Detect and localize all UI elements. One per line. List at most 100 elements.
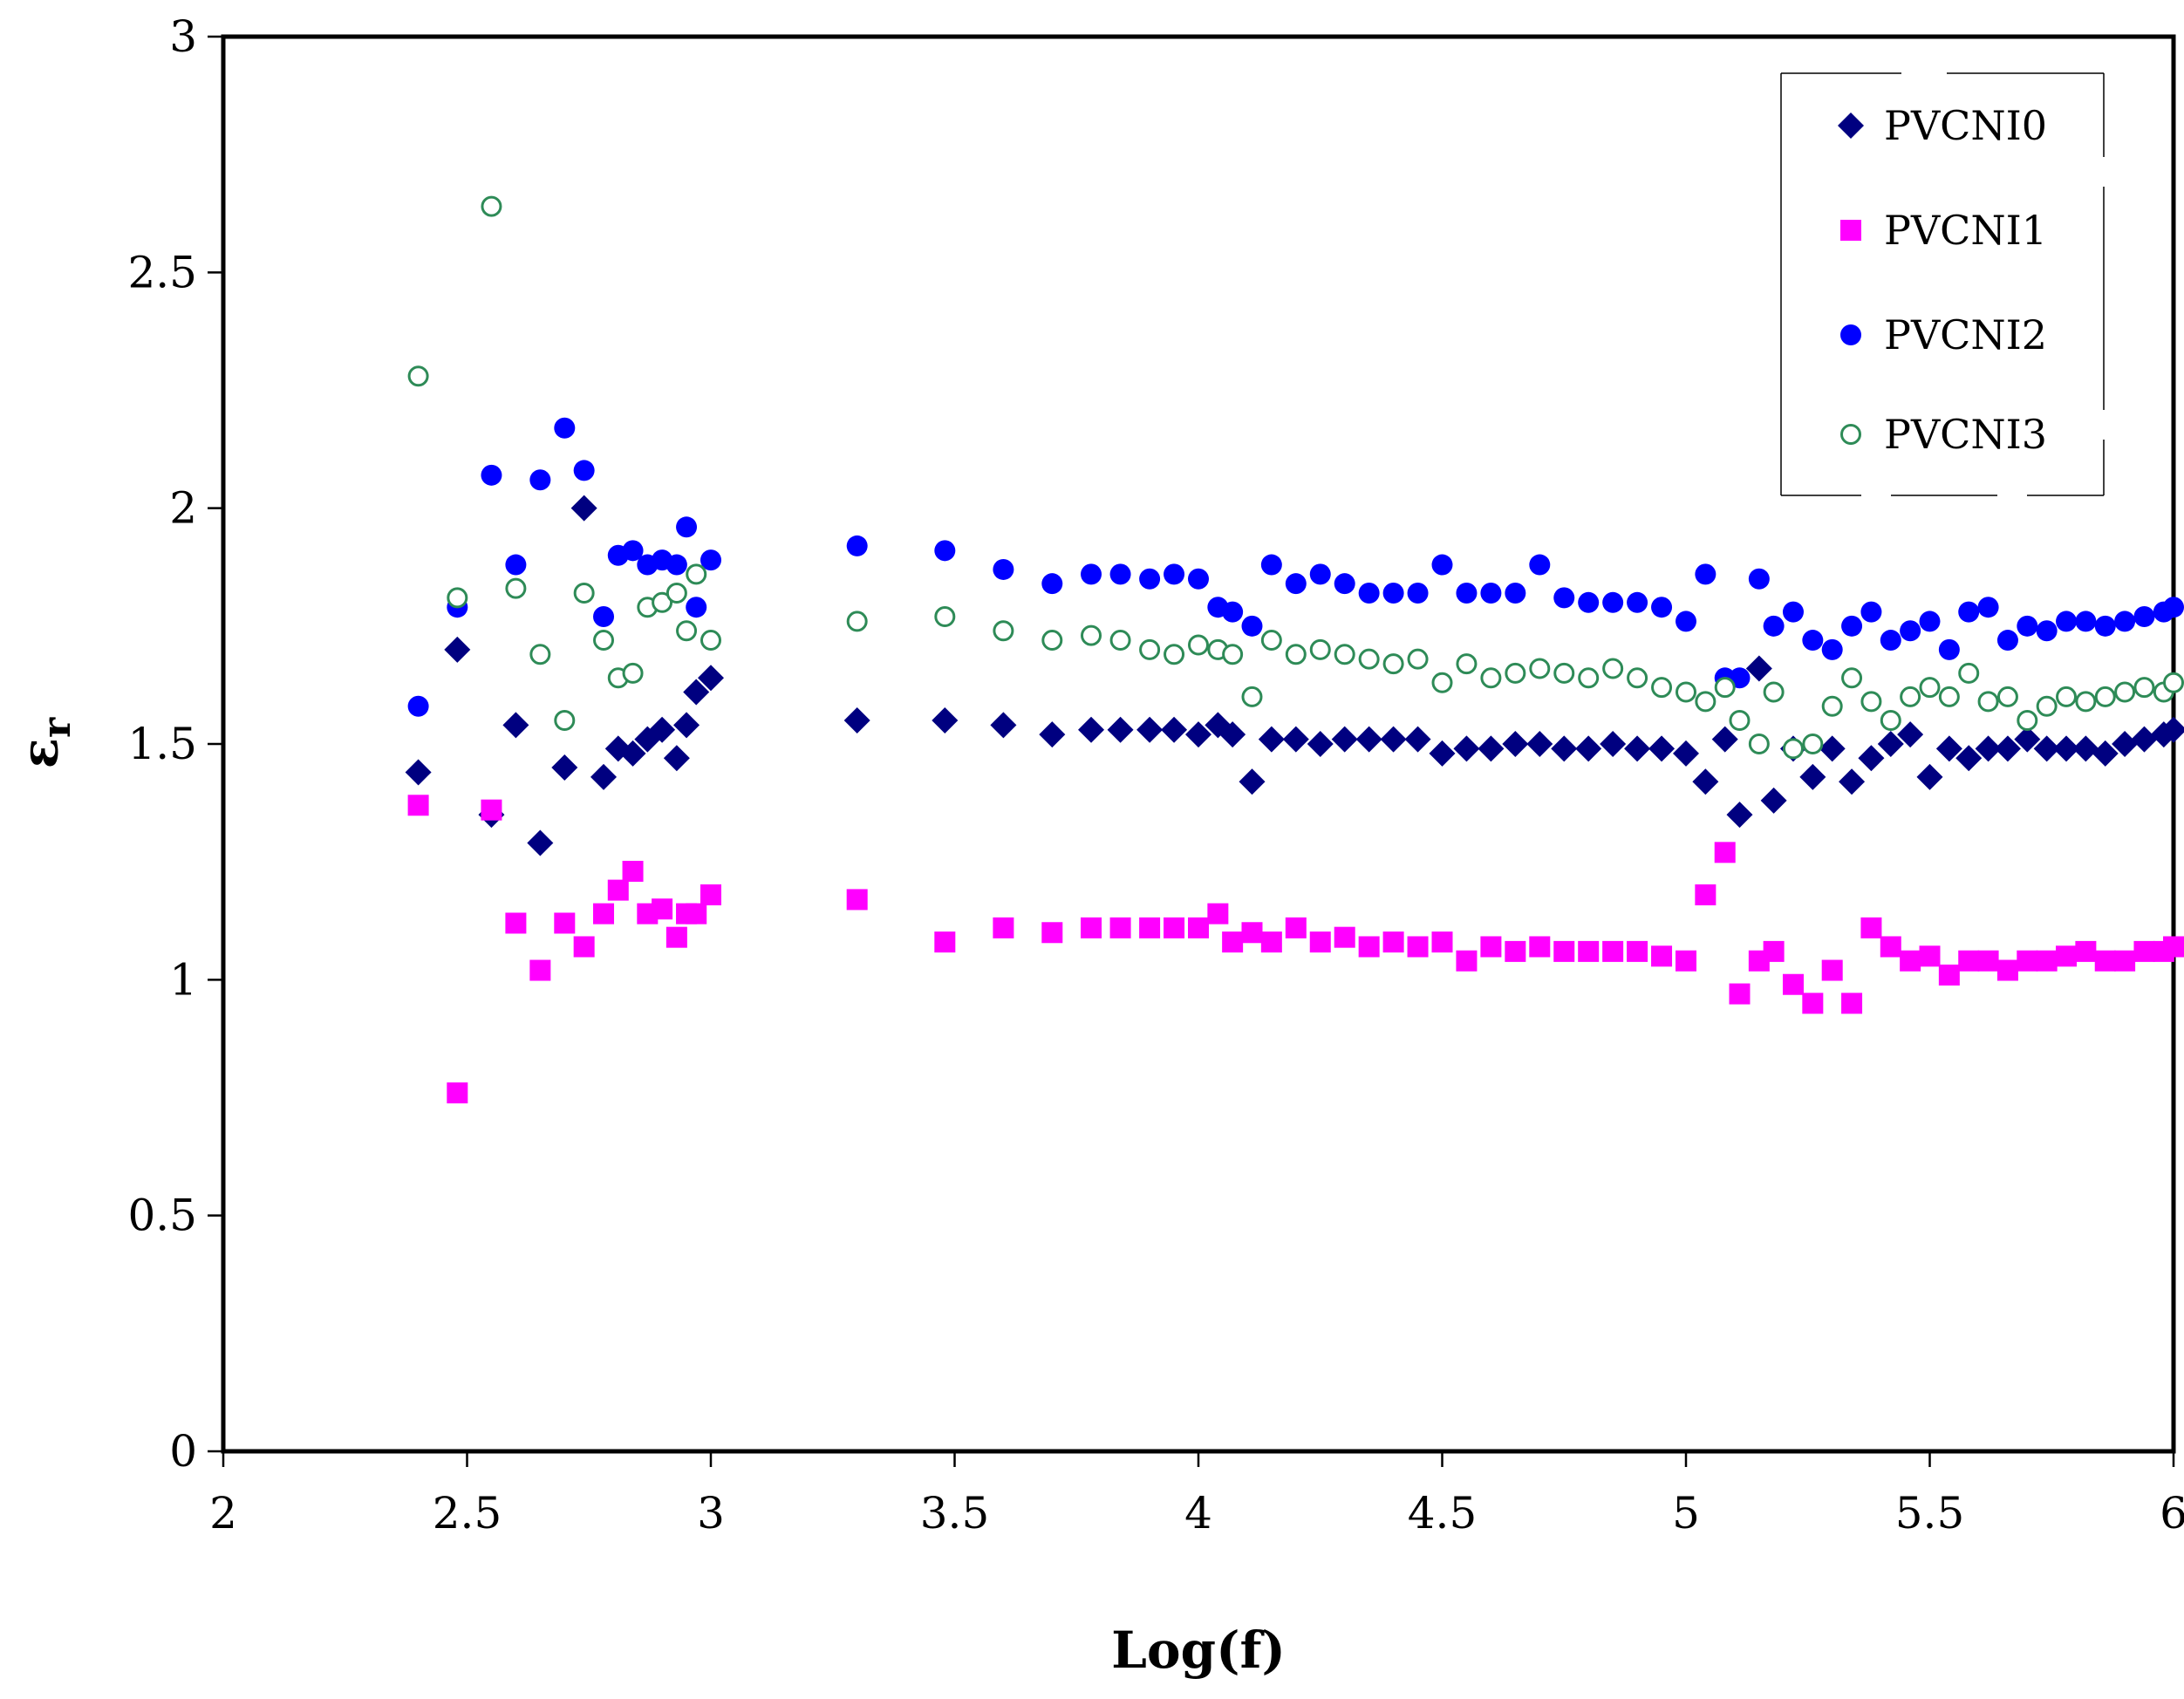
data-point-pvcni3 [1763, 681, 1785, 703]
data-point-pvcni0 [1078, 716, 1105, 743]
legend: PVCNI0 PVCNI1 PVCNI2 PVCNI3 [1780, 72, 2105, 496]
data-point-pvcni3 [573, 582, 595, 604]
data-point-pvcni1 [1782, 973, 1804, 995]
data-marks [405, 195, 2184, 1104]
data-point-pvcni3 [1553, 662, 1575, 684]
data-point-pvcni2 [846, 535, 868, 556]
data-point-pvcni3 [676, 620, 698, 642]
series-pvcni0 [405, 495, 2184, 856]
data-point-pvcni3 [1431, 672, 1453, 693]
data-point-pvcni1 [622, 860, 644, 882]
data-point-pvcni2 [1695, 563, 1716, 585]
data-point-pvcni2 [1627, 591, 1648, 613]
data-point-pvcni2 [1748, 568, 1770, 590]
data-point-pvcni3 [2056, 686, 2078, 707]
data-point-pvcni1 [607, 879, 629, 901]
data-point-pvcni2 [1309, 563, 1331, 585]
x-tick-label: 5.5 [1895, 1488, 1965, 1539]
data-point-pvcni0 [698, 665, 724, 692]
data-point-pvcni0 [1858, 745, 1885, 772]
data-point-pvcni2 [1285, 573, 1307, 595]
data-point-pvcni3 [1748, 734, 1770, 754]
data-point-pvcni0 [1648, 735, 1676, 762]
data-point-pvcni1 [1456, 950, 1478, 972]
data-point-pvcni2 [1109, 563, 1131, 585]
data-point-pvcni3 [1627, 667, 1648, 689]
data-point-pvcni3 [1841, 667, 1863, 689]
data-point-pvcni1 [573, 936, 595, 958]
data-point-pvcni1 [1821, 959, 1843, 981]
data-point-pvcni2 [2017, 615, 2038, 637]
data-point-pvcni2 [700, 549, 721, 571]
data-point-pvcni3 [505, 577, 527, 599]
data-point-pvcni3 [1782, 738, 1804, 760]
data-point-pvcni2 [1880, 630, 1901, 652]
data-point-pvcni3 [1578, 667, 1600, 689]
x-tick-label: 2.5 [433, 1488, 502, 1539]
data-point-pvcni0 [1575, 735, 1602, 762]
data-point-pvcni3 [1860, 691, 1882, 713]
data-point-pvcni1 [1729, 983, 1751, 1005]
data-point-pvcni2 [2036, 620, 2058, 642]
data-point-pvcni2 [1081, 563, 1102, 585]
data-point-pvcni2 [554, 417, 576, 439]
data-point-pvcni1 [1207, 903, 1229, 925]
data-point-pvcni1 [1382, 931, 1404, 953]
data-point-pvcni1 [554, 912, 576, 934]
data-point-pvcni1 [1241, 922, 1263, 944]
data-point-pvcni1 [447, 1082, 468, 1104]
data-point-pvcni3 [1802, 734, 1824, 754]
data-point-pvcni2 [2114, 611, 2136, 632]
data-point-pvcni0 [2131, 726, 2158, 753]
data-point-pvcni1 [1407, 936, 1429, 958]
data-point-pvcni2 [1553, 587, 1575, 609]
data-point-pvcni2 [573, 460, 595, 481]
data-point-pvcni2 [1802, 630, 1824, 652]
data-point-pvcni0 [1877, 731, 1904, 757]
data-point-pvcni2 [1841, 615, 1863, 637]
data-point-pvcni2 [1456, 582, 1478, 604]
data-point-pvcni0 [1136, 716, 1164, 743]
data-point-pvcni2 [2094, 615, 2116, 637]
data-point-pvcni0 [1453, 735, 1480, 762]
data-point-pvcni0 [843, 706, 870, 734]
data-point-pvcni1 [1763, 940, 1785, 962]
data-point-pvcni0 [1039, 721, 1066, 748]
data-point-pvcni1 [2114, 950, 2136, 972]
data-point-pvcni3 [1602, 658, 1624, 679]
data-point-pvcni2 [622, 540, 644, 562]
data-point-pvcni0 [2092, 740, 2119, 767]
data-point-pvcni2 [1041, 573, 1063, 595]
data-point-pvcni0 [1219, 721, 1246, 748]
data-point-pvcni3 [1919, 677, 1941, 699]
data-point-pvcni1 [1529, 936, 1551, 958]
data-point-pvcni0 [2160, 716, 2184, 743]
y-tick-label: 2.5 [127, 247, 197, 297]
y-tick-label: 1 [169, 954, 197, 1005]
data-point-pvcni1 [686, 903, 707, 925]
data-point-pvcni3 [1109, 630, 1131, 652]
series-pvcni3 [407, 195, 2184, 760]
legend-label-pvcni0: PVCNI0 [1884, 102, 2047, 149]
data-point-pvcni0 [1526, 731, 1553, 757]
data-point-pvcni2 [676, 516, 698, 538]
data-point-pvcni3 [1188, 634, 1209, 656]
legend-box [1781, 73, 2104, 495]
data-point-pvcni1 [993, 917, 1014, 938]
data-point-pvcni3 [1456, 653, 1478, 675]
data-point-pvcni2 [529, 469, 551, 491]
data-point-pvcni3 [1900, 686, 1921, 707]
data-point-pvcni1 [2036, 950, 2058, 972]
data-point-pvcni1 [1714, 842, 1736, 863]
data-point-pvcni0 [649, 716, 676, 743]
data-point-pvcni3 [447, 587, 468, 609]
data-point-pvcni3 [1407, 648, 1429, 670]
data-point-pvcni3 [1977, 691, 1999, 713]
data-point-pvcni3 [686, 563, 707, 585]
data-point-pvcni0 [1429, 740, 1456, 767]
data-point-pvcni3 [1651, 677, 1673, 699]
data-point-pvcni3 [993, 620, 1014, 642]
data-point-pvcni0 [1600, 731, 1627, 757]
data-point-pvcni0 [1258, 726, 1285, 753]
